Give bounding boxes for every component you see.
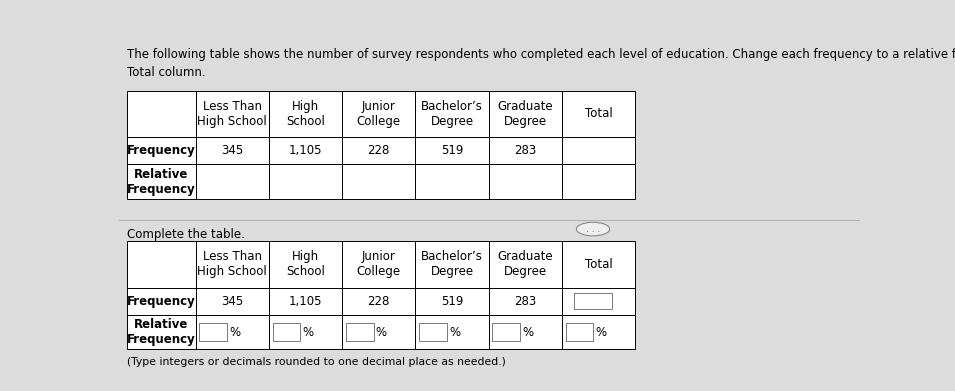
Bar [415, 137, 489, 164]
Bar [269, 91, 342, 137]
Text: Graduate
Degree: Graduate Degree [498, 100, 553, 128]
Text: 228: 228 [368, 295, 390, 308]
Text: Less Than
High School: Less Than High School [198, 100, 267, 128]
Text: Complete the table.: Complete the table. [127, 228, 244, 240]
Bar [127, 137, 196, 164]
Bar [269, 315, 342, 350]
Bar [562, 315, 635, 350]
Text: %: % [596, 326, 606, 339]
Text: Bachelor’s
Degree: Bachelor’s Degree [421, 100, 483, 128]
Text: 1,105: 1,105 [288, 144, 322, 157]
Text: High
School: High School [286, 251, 325, 278]
Bar [489, 164, 562, 199]
Bar [196, 164, 269, 199]
Bar [415, 91, 489, 137]
Text: Total: Total [584, 108, 612, 120]
Bar [342, 288, 415, 315]
Bar [562, 288, 635, 315]
Bar [489, 315, 562, 350]
Text: Total: Total [584, 258, 612, 271]
Ellipse shape [577, 222, 609, 236]
Text: Relative
Frequency: Relative Frequency [127, 318, 196, 346]
Bar [489, 137, 562, 164]
Bar [127, 91, 196, 137]
Bar [346, 323, 373, 341]
Bar [342, 137, 415, 164]
Text: Relative
Frequency: Relative Frequency [127, 168, 196, 196]
Bar [415, 241, 489, 288]
Bar [562, 164, 635, 199]
Text: Junior
College: Junior College [357, 100, 401, 128]
Text: Frequency: Frequency [127, 144, 196, 157]
Text: 345: 345 [222, 295, 244, 308]
Text: 519: 519 [441, 144, 463, 157]
Bar [562, 91, 635, 137]
Bar [415, 288, 489, 315]
Bar [127, 241, 196, 288]
Text: Less Than
High School: Less Than High School [198, 251, 267, 278]
Text: Total column.: Total column. [127, 66, 205, 79]
Text: The following table shows the number of survey respondents who completed each le: The following table shows the number of … [127, 48, 955, 61]
Bar [200, 323, 227, 341]
Bar [196, 315, 269, 350]
Bar [562, 137, 635, 164]
Bar [342, 315, 415, 350]
Bar [127, 315, 196, 350]
Bar [269, 241, 342, 288]
Text: Bachelor’s
Degree: Bachelor’s Degree [421, 251, 483, 278]
Bar [419, 323, 447, 341]
Bar [269, 164, 342, 199]
Bar [562, 241, 635, 288]
Text: 1,105: 1,105 [288, 295, 322, 308]
Text: %: % [522, 326, 534, 339]
Text: 519: 519 [441, 295, 463, 308]
Text: %: % [229, 326, 241, 339]
Text: Frequency: Frequency [127, 295, 196, 308]
Bar [269, 288, 342, 315]
Text: . . .: . . . [585, 224, 601, 233]
Bar [196, 288, 269, 315]
Bar [489, 241, 562, 288]
Text: High
School: High School [286, 100, 325, 128]
Bar [342, 164, 415, 199]
Text: %: % [376, 326, 387, 339]
Bar [493, 323, 520, 341]
Text: 345: 345 [222, 144, 244, 157]
Bar [272, 323, 301, 341]
Text: Junior
College: Junior College [357, 251, 401, 278]
Bar [415, 315, 489, 350]
Text: 283: 283 [514, 295, 537, 308]
Bar [342, 241, 415, 288]
Bar [269, 137, 342, 164]
Bar [489, 288, 562, 315]
Bar [196, 137, 269, 164]
Text: (Type integers or decimals rounded to one decimal place as needed.): (Type integers or decimals rounded to on… [127, 357, 505, 367]
Bar [342, 91, 415, 137]
Text: %: % [449, 326, 460, 339]
Text: %: % [303, 326, 313, 339]
Bar [127, 164, 196, 199]
Bar [196, 241, 269, 288]
Bar [127, 288, 196, 315]
Bar [574, 293, 612, 309]
Bar [489, 91, 562, 137]
Text: Graduate
Degree: Graduate Degree [498, 251, 553, 278]
Text: 228: 228 [368, 144, 390, 157]
Bar [196, 91, 269, 137]
Bar [565, 323, 593, 341]
Bar [415, 164, 489, 199]
Text: 283: 283 [514, 144, 537, 157]
